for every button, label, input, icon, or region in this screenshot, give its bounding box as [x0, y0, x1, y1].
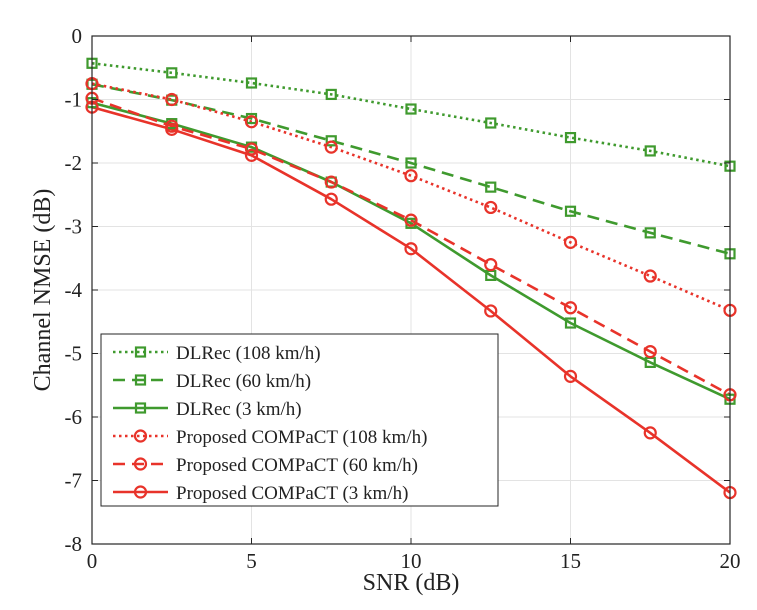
data-point-s5-7 — [643, 426, 657, 440]
data-point-s0-3 — [325, 88, 337, 101]
y-tick-label: -5 — [65, 342, 83, 366]
series-line-1 — [91, 83, 731, 256]
x-tick-label: 0 — [87, 549, 98, 573]
legend-marker-0 — [134, 346, 147, 358]
legend-marker-2 — [134, 402, 147, 414]
data-point-s4-2 — [244, 142, 259, 156]
x-tick-label: 5 — [246, 549, 257, 573]
tick-labels: 0 5 10 15 20 0 -1 -2 -3 -4 -5 -6 -7 -8 — [65, 24, 741, 573]
data-point-s3-3 — [324, 140, 338, 154]
legend-marker-1 — [134, 374, 147, 386]
data-point-s4-4 — [404, 213, 418, 227]
y-axis-label: Channel NMSE (dB) — [30, 189, 56, 392]
series-markers — [85, 57, 737, 500]
series-lines — [91, 62, 731, 494]
data-point-s1-4 — [405, 157, 417, 169]
series-line-5 — [91, 105, 731, 494]
axis-ticks — [91, 35, 731, 545]
y-tick-label: -3 — [65, 215, 83, 239]
data-point-s4-6 — [563, 301, 578, 315]
data-point-s3-1 — [165, 92, 179, 107]
legend-label-2: DLRec (3 km/h) — [176, 399, 302, 420]
data-point-s3-6 — [563, 235, 578, 249]
data-point-s3-5 — [484, 200, 498, 215]
legend: DLRec (108 km/h) DLRec (60 km/h) DLRec (3 … — [100, 333, 499, 507]
y-tick-label: -8 — [65, 532, 83, 556]
legend-label-4: Proposed COMPaCT (60 km/h) — [176, 455, 418, 476]
legend-marker-5 — [133, 485, 148, 499]
data-point-s4-3 — [324, 175, 338, 189]
data-point-s0-1 — [166, 67, 178, 79]
data-point-s0-5 — [485, 117, 497, 129]
data-point-s4-7 — [643, 344, 657, 359]
data-point-s3-7 — [643, 269, 657, 283]
data-point-s0-4 — [405, 103, 417, 115]
x-tick-label: 15 — [560, 549, 581, 573]
x-tick-label: 20 — [720, 549, 741, 573]
data-point-s4-5 — [484, 258, 498, 272]
y-tick-label: -7 — [65, 469, 83, 493]
data-point-s5-4 — [404, 242, 418, 256]
y-tick-label: -4 — [65, 278, 83, 302]
data-point-s0-7 — [644, 145, 656, 157]
legend-label-0: DLRec (108 km/h) — [176, 343, 321, 364]
data-point-s5-2 — [244, 148, 259, 162]
data-point-s1-3 — [325, 135, 337, 147]
data-point-s0-6 — [564, 132, 577, 144]
legend-marker-3 — [133, 429, 148, 443]
data-point-s5-6 — [563, 369, 578, 383]
data-point-s1-6 — [564, 205, 577, 217]
series-line-4 — [91, 96, 731, 396]
data-point-s3-2 — [244, 115, 259, 129]
y-tick-label: 0 — [72, 24, 83, 48]
legend-marker-4 — [133, 457, 148, 471]
x-axis-label: SNR (dB) — [363, 570, 460, 596]
series-line-3 — [91, 82, 731, 312]
series-line-2 — [91, 101, 731, 401]
legend-label-5: Proposed COMPaCT (3 km/h) — [176, 483, 408, 504]
data-point-s1-7 — [644, 227, 656, 239]
data-point-s5-3 — [324, 192, 338, 206]
legend-label-1: DLRec (60 km/h) — [176, 371, 311, 392]
data-point-s2-6 — [564, 317, 577, 329]
data-point-s5-5 — [484, 304, 498, 318]
data-point-s1-5 — [485, 181, 497, 193]
y-tick-label: -6 — [65, 405, 83, 429]
data-point-s0-2 — [245, 77, 258, 89]
legend-label-3: Proposed COMPaCT (108 km/h) — [176, 427, 427, 448]
legend-box — [100, 333, 499, 507]
data-point-s5-1 — [165, 122, 179, 136]
y-tick-label: -1 — [65, 88, 83, 112]
y-tick-label: -2 — [65, 151, 83, 175]
x-tick-label: 10 — [401, 549, 422, 573]
data-point-s3-4 — [404, 169, 418, 183]
